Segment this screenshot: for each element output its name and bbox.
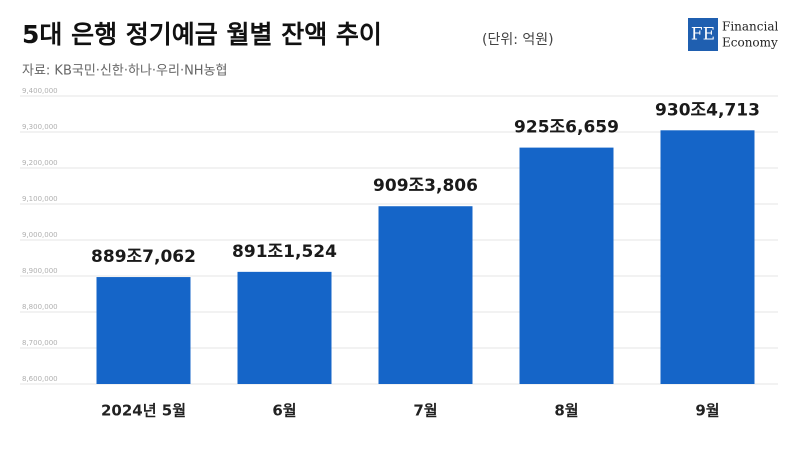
data-label: 889조7,062 — [91, 247, 196, 267]
x-tick-label: 6월 — [272, 402, 296, 420]
logo-text: Economy — [722, 36, 778, 50]
bar — [378, 206, 473, 384]
x-tick-label: 9월 — [695, 402, 719, 420]
y-tick-label: 9,300,000 — [22, 123, 58, 131]
bar — [660, 130, 755, 384]
y-tick-label: 8,800,000 — [22, 303, 58, 311]
data-label: 909조3,806 — [373, 176, 478, 196]
x-tick-label: 7월 — [413, 402, 437, 420]
y-tick-label: 9,400,000 — [22, 87, 58, 95]
y-tick-label: 9,000,000 — [22, 231, 58, 239]
logo-mark: FE — [691, 25, 715, 45]
x-tick-label: 8월 — [554, 402, 578, 420]
y-tick-label: 9,100,000 — [22, 195, 58, 203]
logo-text: Financial — [722, 20, 778, 34]
y-tick-label: 8,900,000 — [22, 267, 58, 275]
y-tick-label: 8,600,000 — [22, 375, 58, 383]
data-label: 891조1,524 — [232, 242, 337, 262]
data-label: 930조4,713 — [655, 100, 760, 120]
bar — [237, 271, 332, 384]
bar — [519, 147, 614, 384]
chart-title: 5대 은행 정기예금 월별 잔액 추이 — [22, 20, 382, 49]
logo-box — [688, 18, 718, 51]
bar — [96, 277, 191, 384]
y-tick-label: 9,200,000 — [22, 159, 58, 167]
chart-subtitle: (단위: 억원) — [482, 32, 554, 48]
y-tick-label: 8,700,000 — [22, 339, 58, 347]
x-tick-label: 2024년 5월 — [101, 402, 186, 420]
source: 자료: KB국민·신한·하나·우리·NH농협 — [22, 64, 228, 79]
data-label: 925조6,659 — [514, 118, 619, 138]
